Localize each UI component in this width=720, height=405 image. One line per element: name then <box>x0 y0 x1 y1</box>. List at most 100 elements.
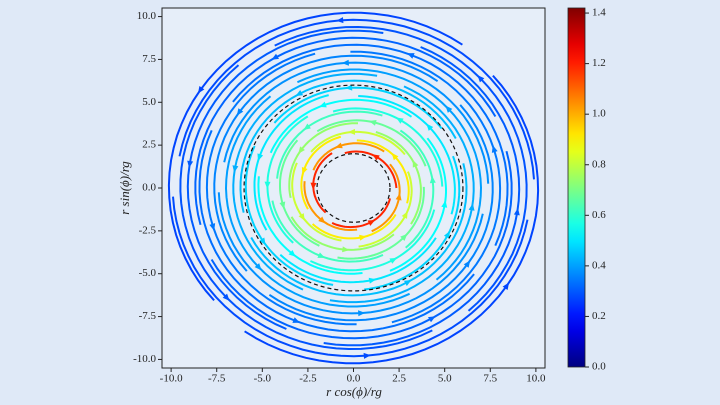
streamline <box>172 196 529 358</box>
streamline <box>309 209 436 272</box>
streamline <box>178 18 535 180</box>
streamline <box>358 95 456 215</box>
colorbar-tick-label: 0.2 <box>592 310 606 322</box>
arrow <box>318 216 326 224</box>
colorbar-tick-label: 0.4 <box>592 259 606 271</box>
streamline <box>186 29 384 330</box>
arrow <box>403 279 412 286</box>
y-tick-label: -2.5 <box>139 224 157 236</box>
arrow <box>303 123 311 131</box>
streamline <box>329 85 475 304</box>
x-tick-label: -7.5 <box>208 373 226 385</box>
arrow <box>348 128 356 135</box>
streamline <box>269 98 413 154</box>
arrow <box>259 237 266 246</box>
streamline <box>288 122 358 199</box>
streamline <box>323 46 521 347</box>
arrow <box>468 203 475 211</box>
streamline <box>375 131 422 225</box>
streamline <box>266 115 309 244</box>
arrow <box>298 213 305 221</box>
streamline <box>364 155 461 291</box>
arrow <box>236 108 244 116</box>
arrow <box>463 260 471 268</box>
dashed-circle <box>243 84 464 292</box>
arrow <box>412 160 419 168</box>
arrow <box>222 293 230 301</box>
streamline <box>198 130 475 333</box>
arrow <box>358 310 366 317</box>
x-tick-label: -5.0 <box>254 373 272 385</box>
colorbar-tick-label: 0.8 <box>592 158 606 170</box>
arrow <box>389 257 398 264</box>
streamline <box>194 36 497 226</box>
streamline <box>303 181 358 231</box>
streamline <box>210 150 513 340</box>
streamline <box>232 43 509 246</box>
arrow <box>254 263 262 271</box>
arrow <box>369 120 377 126</box>
arrow <box>301 166 308 175</box>
x-tick-label: 5.0 <box>438 373 452 385</box>
x-tick-label: 0.0 <box>347 373 361 385</box>
streamline <box>331 198 391 229</box>
arrow <box>264 181 271 189</box>
arrow <box>367 220 376 226</box>
streamline <box>179 64 433 351</box>
dashed-circle <box>316 153 391 223</box>
arrow <box>368 277 377 284</box>
streamline <box>276 110 383 179</box>
y-tick-label: -10.0 <box>133 353 156 365</box>
arrow <box>335 142 343 149</box>
x-tick-label: 10.0 <box>526 373 546 385</box>
x-tick-label: -2.5 <box>299 373 317 385</box>
streamline <box>224 95 410 308</box>
streamline <box>291 162 342 242</box>
streamline <box>232 72 378 291</box>
streamline <box>167 11 463 302</box>
streamline <box>268 104 494 322</box>
arrow <box>319 101 327 108</box>
streamline <box>250 163 468 297</box>
streamline <box>205 52 357 326</box>
arrow <box>257 153 264 161</box>
x-axis-label: r cos(ϕ)/rg <box>326 384 382 399</box>
arrow <box>209 223 216 231</box>
streamline <box>273 86 443 130</box>
arrow <box>187 160 194 168</box>
x-tick-label: 7.5 <box>483 373 497 385</box>
arrow <box>232 165 239 173</box>
y-tick-label: 2.5 <box>142 139 156 151</box>
arrow <box>443 230 450 239</box>
streamline <box>371 163 401 233</box>
arrow <box>341 59 349 66</box>
streamline <box>279 139 320 247</box>
x-tick-label: -10.0 <box>160 373 183 385</box>
streamline <box>300 135 342 210</box>
arrow <box>288 249 296 257</box>
arrow <box>406 53 415 59</box>
inner-disk <box>317 153 390 223</box>
streamline <box>217 192 484 315</box>
streamline <box>311 213 397 240</box>
streamline <box>389 137 447 272</box>
arrow <box>197 86 205 94</box>
arrow <box>502 282 510 290</box>
y-tick-label: 10.0 <box>137 10 157 22</box>
arrow <box>391 152 399 161</box>
streamline <box>310 130 406 156</box>
streamline <box>316 119 427 167</box>
arrow <box>396 117 404 124</box>
streamline <box>274 25 528 312</box>
arrow <box>395 192 402 201</box>
arrow <box>342 246 350 253</box>
streamline <box>244 74 540 365</box>
streamline <box>356 139 410 204</box>
overlay <box>243 84 464 292</box>
colorbar <box>567 7 586 368</box>
arrow <box>400 233 408 241</box>
colorbar-tick-label: 0.6 <box>592 209 606 221</box>
arrow <box>279 201 286 210</box>
streamline <box>332 107 444 187</box>
